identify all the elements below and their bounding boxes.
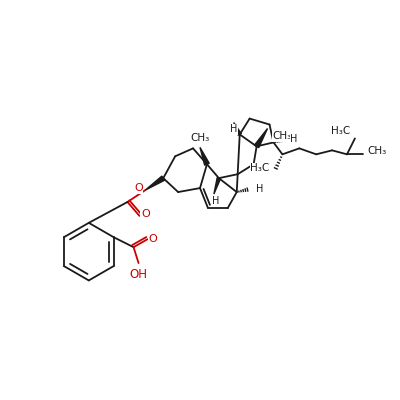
Text: O: O	[141, 209, 150, 219]
Text: H₃C: H₃C	[331, 126, 350, 136]
Polygon shape	[214, 178, 220, 194]
Polygon shape	[200, 147, 209, 165]
Text: O: O	[148, 234, 157, 244]
Text: H: H	[230, 124, 238, 134]
Text: H: H	[212, 196, 220, 206]
Text: OH: OH	[130, 268, 148, 281]
Text: CH₃: CH₃	[272, 132, 292, 142]
Polygon shape	[145, 176, 165, 190]
Polygon shape	[254, 128, 268, 148]
Polygon shape	[234, 122, 241, 135]
Text: CH₃: CH₃	[368, 146, 387, 156]
Text: H: H	[290, 134, 298, 144]
Text: H₃C: H₃C	[250, 163, 270, 173]
Text: CH₃: CH₃	[190, 134, 210, 144]
Text: O: O	[134, 183, 143, 193]
Text: H: H	[256, 184, 263, 194]
